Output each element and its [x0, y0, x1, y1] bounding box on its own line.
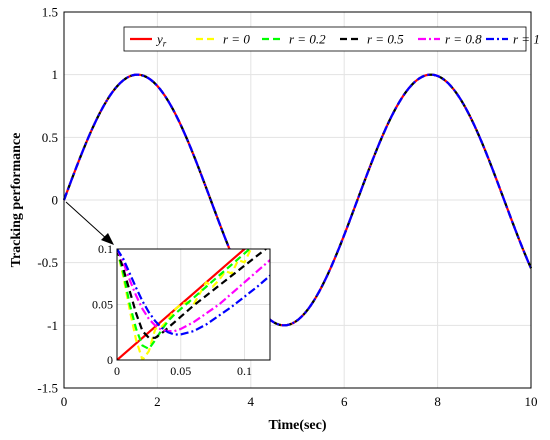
legend: yr r = 0 r = 0.2 r = 0.5 r = 0.8 r = 1 [123, 26, 540, 52]
legend-entry: r = 0.5 [367, 32, 404, 47]
inset-series-line [117, 249, 252, 351]
inset-series-group [117, 249, 270, 360]
x-tick-label: 10 [525, 394, 538, 409]
inset-series-line [117, 249, 268, 339]
inset-series-line [117, 249, 270, 336]
legend-entry: r = 0 [223, 32, 250, 47]
x-tick-label: 4 [248, 394, 255, 409]
main-ticks: 0 2 4 6 8 10 -1.5 -1 -0.5 0 0.5 1 1.5 [37, 5, 537, 410]
legend-entry: r = 1 [513, 32, 540, 47]
y-tick-label: 1 [52, 67, 59, 82]
inset-series-line [117, 249, 253, 360]
inset-x-tick-label: 0.1 [237, 364, 252, 378]
main-series-group [62, 73, 533, 327]
legend-box [123, 26, 527, 52]
legend-entry-base: y [155, 32, 163, 47]
inset-x-tick-label: 0 [114, 364, 120, 378]
x-tick-label: 8 [434, 394, 441, 409]
x-tick-label: 0 [61, 394, 68, 409]
y-tick-label: -1 [47, 318, 58, 333]
inset-plot: 0 0.05 0.1 0 0.05 0.1 [92, 242, 271, 378]
legend-entry-sub: r [163, 39, 167, 49]
legend-entry: r = 0.8 [445, 32, 482, 47]
inset-axes-box [116, 248, 271, 361]
inset-y-tick-label: 0.1 [98, 242, 113, 256]
y-tick-label: -1.5 [37, 381, 58, 396]
inset-x-tick-label: 0.05 [170, 364, 191, 378]
y-tick-label: 1.5 [42, 5, 58, 20]
legend-entry: yr [155, 32, 167, 49]
y-axis-label: Tracking performance [9, 133, 24, 268]
zoom-arrow [65, 201, 114, 245]
x-tick-label: 2 [154, 394, 161, 409]
inset-y-tick-label: 0 [107, 353, 113, 367]
inset-y-tick-label: 0.05 [92, 298, 113, 312]
legend-entry: r = 0.2 [289, 32, 326, 47]
main-axes-box [63, 11, 532, 389]
x-tick-label: 6 [341, 394, 348, 409]
inset-ticks: 0 0.05 0.1 0 0.05 0.1 [92, 242, 252, 378]
y-tick-label: 0.5 [42, 130, 58, 145]
y-tick-label: -0.5 [37, 255, 58, 270]
y-tick-label: 0 [52, 193, 59, 208]
inset-series-line [117, 249, 270, 333]
inset-series-line [117, 249, 247, 360]
series-line [62, 73, 533, 327]
x-axis-label: Time(sec) [268, 418, 326, 433]
